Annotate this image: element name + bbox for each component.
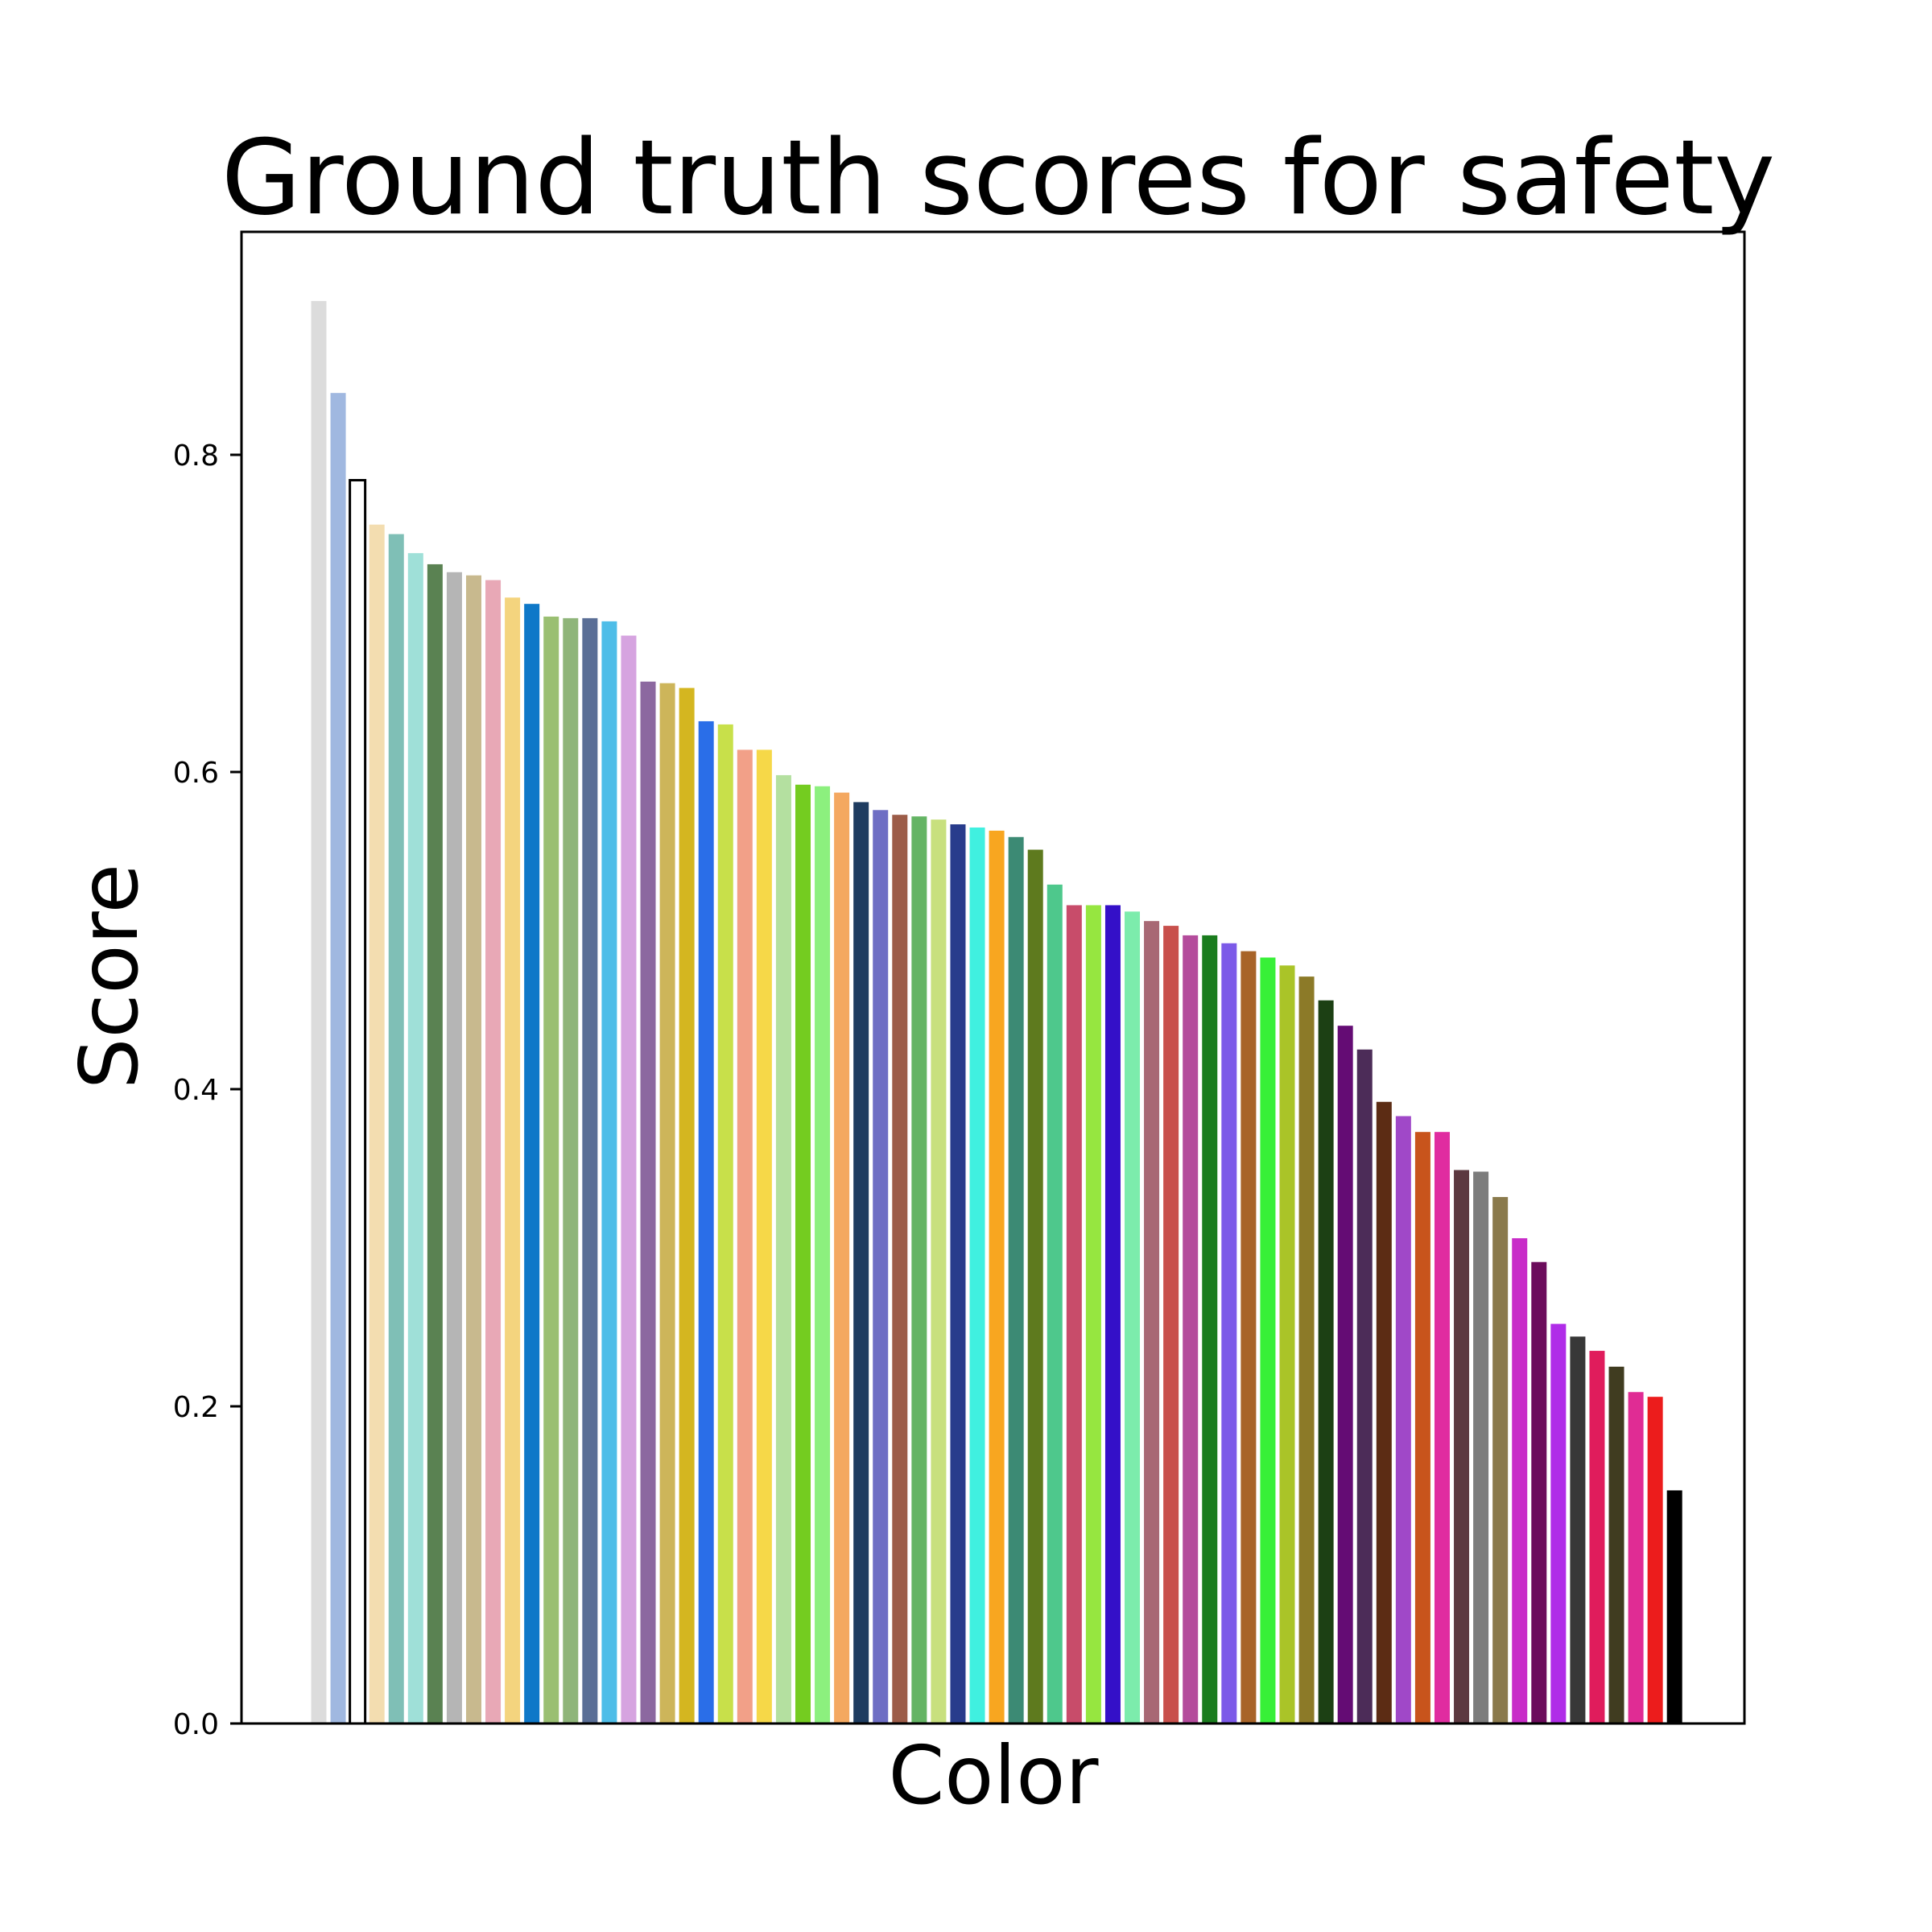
chart-title: Ground truth scores for safety xyxy=(221,118,1775,238)
bar-7 xyxy=(446,572,462,1724)
bar-6 xyxy=(427,564,443,1724)
bar-20 xyxy=(698,720,714,1724)
bar-1 xyxy=(330,393,346,1724)
bar-21 xyxy=(717,724,733,1724)
plot-area-frame xyxy=(240,230,1746,1725)
bar-67 xyxy=(1608,1366,1624,1724)
bar-48 xyxy=(1241,951,1257,1724)
bar-38 xyxy=(1046,884,1063,1724)
bar-12 xyxy=(543,616,559,1724)
bar-43 xyxy=(1144,921,1160,1724)
bar-13 xyxy=(563,617,579,1724)
bar-50 xyxy=(1279,965,1295,1724)
bars-group xyxy=(311,300,1682,1725)
bar-69 xyxy=(1647,1397,1663,1724)
bar-0 xyxy=(311,300,327,1724)
bar-29 xyxy=(873,810,889,1724)
x-axis-label: Color xyxy=(888,1728,1099,1823)
bar-51 xyxy=(1298,976,1315,1724)
bar-5 xyxy=(407,553,423,1724)
bar-8 xyxy=(465,575,481,1724)
bar-17 xyxy=(640,681,656,1724)
bar-55 xyxy=(1376,1101,1392,1724)
bar-16 xyxy=(621,635,637,1724)
bar-70 xyxy=(1666,1490,1682,1724)
bar-2 xyxy=(349,479,367,1725)
bar-46 xyxy=(1202,935,1218,1724)
bar-52 xyxy=(1318,1000,1334,1724)
bar-59 xyxy=(1454,1170,1470,1724)
bar-4 xyxy=(388,534,404,1724)
bar-68 xyxy=(1628,1392,1644,1724)
y-axis: 0.0 0.2 0.4 0.6 0.8 xyxy=(173,440,242,1741)
bar-60 xyxy=(1473,1171,1489,1724)
bar-47 xyxy=(1221,943,1237,1724)
bar-54 xyxy=(1356,1049,1373,1724)
bar-32 xyxy=(931,819,947,1724)
bar-56 xyxy=(1395,1116,1411,1724)
bar-42 xyxy=(1125,911,1141,1724)
bar-19 xyxy=(679,687,695,1724)
bar-27 xyxy=(834,792,850,1724)
bar-62 xyxy=(1512,1238,1528,1724)
bar-40 xyxy=(1085,905,1101,1724)
bar-45 xyxy=(1183,935,1199,1724)
bar-3 xyxy=(369,524,385,1724)
bar-53 xyxy=(1337,1026,1353,1724)
bar-11 xyxy=(524,604,540,1724)
bar-41 xyxy=(1104,905,1121,1724)
y-tick-label-2: 0.4 xyxy=(173,1074,219,1107)
bar-57 xyxy=(1414,1132,1430,1724)
bar-39 xyxy=(1066,905,1082,1724)
bar-37 xyxy=(1027,849,1043,1724)
bar-44 xyxy=(1163,926,1179,1724)
y-tick-label-0: 0.0 xyxy=(173,1708,219,1741)
bar-33 xyxy=(950,824,966,1724)
y-tick-label-4: 0.8 xyxy=(173,440,219,473)
y-tick-label-3: 0.6 xyxy=(173,757,219,790)
bar-58 xyxy=(1434,1132,1450,1724)
bar-36 xyxy=(1008,836,1024,1724)
bar-35 xyxy=(989,830,1005,1724)
bar-66 xyxy=(1589,1351,1605,1724)
bar-14 xyxy=(582,617,598,1724)
bar-61 xyxy=(1492,1196,1509,1724)
bar-25 xyxy=(795,784,811,1724)
bar-34 xyxy=(969,827,985,1724)
bar-9 xyxy=(485,580,502,1724)
bar-15 xyxy=(601,621,617,1724)
bar-26 xyxy=(815,786,831,1724)
bar-24 xyxy=(775,774,791,1724)
bar-49 xyxy=(1260,957,1276,1724)
bar-18 xyxy=(659,683,675,1724)
bar-28 xyxy=(853,802,869,1724)
bar-23 xyxy=(756,749,772,1724)
y-axis-label: Score xyxy=(62,864,156,1089)
bar-30 xyxy=(892,815,908,1724)
bar-22 xyxy=(737,749,753,1724)
y-tick-label-1: 0.2 xyxy=(173,1391,219,1424)
bar-65 xyxy=(1570,1336,1586,1724)
bar-31 xyxy=(911,816,927,1724)
bar-63 xyxy=(1531,1261,1547,1724)
bar-10 xyxy=(505,597,521,1724)
bar-64 xyxy=(1550,1323,1567,1724)
